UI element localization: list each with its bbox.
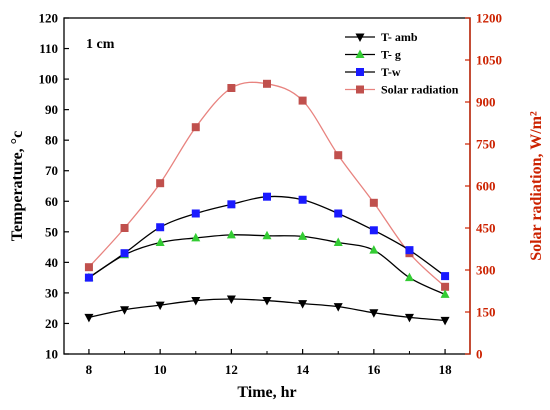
y-right-tick-label: 0 (476, 347, 483, 362)
y-axis-right-title: Solar radiation, W/m² (528, 111, 545, 261)
y-right-tick-label: 900 (476, 95, 496, 110)
data-point (155, 237, 165, 247)
x-axis-title: Time, hr (237, 384, 296, 401)
data-point (156, 179, 165, 188)
y-left-tick-label: 90 (45, 102, 58, 117)
left-y-axis: 10 20 30 40 50 60 70 80 90 100 110 120 (39, 11, 69, 362)
data-point (226, 229, 236, 239)
legend-marker (356, 68, 364, 76)
legend-label: Solar radiation (381, 83, 459, 97)
series-layer (84, 79, 450, 326)
legend-item: T-w (345, 65, 401, 79)
data-point (440, 316, 450, 326)
x-axis: 8 10 12 14 16 18 (86, 349, 452, 377)
data-point (120, 224, 129, 232)
y-left-tick-label: 20 (45, 316, 58, 331)
y-right-tick-label: 1050 (476, 53, 502, 68)
data-point (227, 84, 236, 92)
legend-label: T- g (381, 48, 401, 62)
y-left-tick-label: 50 (45, 224, 58, 239)
data-point (191, 297, 201, 306)
data-point (191, 123, 200, 132)
y-right-tick-label: 750 (476, 137, 496, 152)
series-t-w (84, 192, 450, 282)
data-point (333, 237, 343, 247)
y-left-tick-label: 100 (39, 72, 59, 87)
y-left-tick-label: 60 (45, 194, 58, 209)
data-point (404, 313, 414, 323)
data-point (369, 309, 379, 318)
legend-marker (355, 33, 365, 42)
x-tick-label: 12 (225, 362, 238, 377)
data-point (404, 272, 414, 282)
data-point (298, 195, 307, 204)
y-right-tick-label: 600 (476, 179, 496, 194)
x-tick-label: 8 (86, 362, 93, 377)
legend-label: T-w (381, 65, 401, 79)
data-point (298, 96, 307, 105)
data-point (227, 200, 236, 209)
y-left-tick-label: 10 (45, 347, 58, 362)
data-point (120, 306, 130, 315)
x-tick-label: 18 (439, 362, 453, 377)
data-point (298, 231, 308, 240)
legend-marker (356, 85, 364, 94)
data-point (369, 198, 378, 207)
data-point (84, 273, 93, 282)
data-point (440, 289, 450, 298)
data-point (155, 301, 165, 311)
data-point (369, 245, 379, 254)
data-point (191, 232, 201, 242)
data-point (298, 300, 308, 309)
data-point (334, 209, 343, 218)
data-point (333, 303, 343, 312)
y-right-tick-label: 450 (476, 221, 496, 236)
series-t-amb (84, 295, 450, 326)
data-point (84, 313, 94, 323)
right-y-axis: 0 150 300 450 600 750 900 1050 1200 (465, 11, 502, 362)
data-point (263, 192, 271, 201)
x-tick-label: 10 (154, 362, 167, 377)
data-point (334, 151, 343, 160)
data-point (191, 209, 200, 218)
data-point (84, 263, 93, 272)
legend-item: T- g (345, 48, 401, 62)
data-point (263, 79, 271, 88)
data-point (262, 297, 272, 306)
data-point (120, 249, 129, 258)
data-point (226, 295, 236, 305)
y-left-tick-label: 80 (45, 133, 58, 148)
y-left-tick-label: 30 (45, 285, 58, 300)
data-point (441, 272, 450, 281)
x-tick-label: 14 (296, 362, 310, 377)
y-right-tick-label: 150 (476, 305, 496, 320)
x-tick-label: 16 (367, 362, 381, 377)
data-point (156, 223, 165, 232)
legend-item: T- amb (345, 30, 418, 44)
legend-marker (355, 49, 365, 58)
y-right-tick-label: 1200 (476, 11, 502, 26)
data-point (405, 246, 414, 255)
data-point (441, 282, 450, 291)
y-right-tick-label: 300 (476, 263, 496, 278)
legend-item: Solar radiation (345, 83, 459, 97)
y-left-tick-label: 40 (45, 255, 58, 270)
y-left-tick-label: 70 (45, 163, 58, 178)
data-point (369, 226, 378, 235)
data-point (262, 230, 272, 240)
legend-label: T- amb (381, 30, 418, 44)
y-left-tick-label: 120 (39, 11, 59, 26)
y-axis-left-title: Temperature, °c (9, 131, 26, 241)
y-left-tick-label: 110 (39, 41, 58, 56)
legend: T- amb T- g T-w Solar radiation (345, 30, 459, 97)
annotation-label: 1 cm (86, 37, 115, 52)
